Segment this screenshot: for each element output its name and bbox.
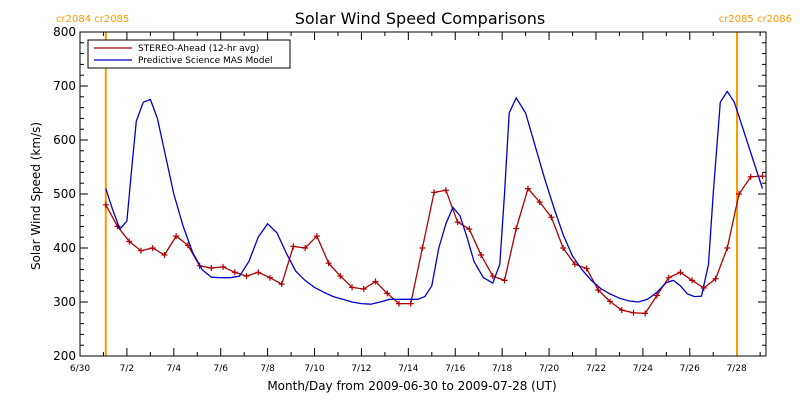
data-point-marker	[536, 199, 543, 206]
x-tick-label: 7/16	[445, 364, 465, 374]
data-point-marker	[677, 269, 684, 276]
data-point-marker	[126, 238, 133, 245]
data-point-marker	[712, 275, 719, 282]
data-point-marker	[407, 300, 414, 307]
data-point-marker	[395, 300, 402, 307]
y-tick-label: 200	[53, 349, 76, 363]
data-point-marker	[689, 277, 696, 284]
data-point-marker	[313, 233, 320, 240]
x-tick-label: 7/20	[539, 364, 559, 374]
x-tick-label: 7/28	[727, 364, 747, 374]
data-point-marker	[607, 298, 614, 305]
data-point-marker	[466, 226, 473, 233]
x-tick-label: 7/2	[120, 364, 134, 374]
carrington-label: cr2084 cr2085	[56, 14, 129, 25]
data-point-marker	[630, 309, 637, 316]
data-point-marker	[220, 263, 227, 270]
data-point-marker	[384, 290, 391, 297]
data-point-marker	[278, 281, 285, 288]
data-point-marker	[736, 191, 743, 197]
data-point-marker	[419, 245, 426, 251]
data-point-marker	[349, 284, 356, 291]
data-point-marker	[501, 277, 508, 284]
x-tick-label: 7/24	[633, 364, 653, 374]
legend-label-stereo: STEREO-Ahead (12-hr avg)	[138, 44, 259, 54]
data-point-marker	[255, 269, 262, 276]
y-tick-label: 600	[53, 133, 76, 147]
data-point-marker	[325, 260, 332, 267]
x-tick-label: 7/22	[586, 364, 606, 374]
legend-box	[87, 39, 291, 69]
legend-label-mas-model: Predictive Science MAS Model	[138, 56, 273, 66]
data-point-marker	[372, 278, 379, 285]
data-point-marker	[302, 245, 309, 251]
data-point-marker	[665, 274, 672, 281]
data-point-marker	[149, 245, 156, 251]
legend: STEREO-Ahead (12-hr avg) Predictive Scie…	[87, 39, 291, 69]
data-point-marker	[161, 252, 168, 259]
carrington-label: cr2085 cr2086	[719, 14, 792, 25]
y-tick-label: 500	[53, 187, 76, 201]
data-point-marker	[442, 187, 449, 194]
axes-layer: 200 300 400 500 600 700 800 6/30 7/2 7/4 7/6 7/8 7/1…	[53, 25, 766, 374]
x-tick-label: 7/6	[213, 364, 228, 374]
data-point-marker	[548, 214, 555, 221]
data-point-marker	[618, 307, 625, 314]
chart-title: Solar Wind Speed Comparisons	[295, 9, 546, 28]
plot-frame	[79, 31, 767, 357]
data-point-marker	[360, 286, 367, 293]
x-axis-label: Month/Day from 2009-06-30 to 2009-07-28 …	[267, 379, 556, 393]
data-point-marker	[513, 225, 520, 232]
x-tick-label: 7/10	[304, 364, 324, 374]
data-point-marker	[571, 261, 578, 268]
y-axis-label: Solar Wind Speed (km/s)	[29, 122, 43, 270]
data-point-marker	[231, 269, 238, 276]
y-tick-label: 700	[53, 79, 76, 93]
data-point-marker	[266, 274, 273, 281]
data-point-marker	[243, 273, 250, 280]
data-point-marker	[724, 245, 731, 251]
series-layer	[102, 90, 766, 317]
x-tick-label: 7/8	[260, 364, 275, 374]
data-point-marker	[137, 247, 144, 254]
data-point-marker	[431, 189, 438, 196]
data-point-marker	[290, 243, 297, 250]
data-point-marker	[747, 173, 754, 180]
data-point-marker	[759, 173, 766, 180]
data-point-marker	[583, 265, 590, 272]
data-point-marker	[454, 219, 461, 226]
x-tick-label: 7/4	[167, 364, 182, 374]
x-tick-label: 7/18	[492, 364, 512, 374]
y-tick-label: 300	[53, 295, 76, 309]
series-line-1	[105, 90, 764, 305]
x-tick-label: 7/26	[680, 364, 700, 374]
x-tick-label: 7/12	[351, 364, 371, 374]
y-tick-label: 400	[53, 241, 76, 255]
data-point-marker	[642, 310, 649, 317]
data-point-marker	[524, 185, 531, 192]
data-point-marker	[653, 292, 660, 299]
data-point-marker	[102, 201, 109, 208]
data-point-marker	[595, 287, 602, 294]
data-point-marker	[337, 273, 344, 280]
data-point-marker	[173, 233, 180, 240]
y-tick-label: 800	[53, 25, 76, 39]
x-tick-label: 6/30	[70, 364, 90, 374]
data-point-marker	[478, 252, 485, 259]
data-point-marker	[208, 264, 215, 271]
data-point-marker	[560, 245, 567, 251]
x-tick-label: 7/14	[398, 364, 418, 374]
